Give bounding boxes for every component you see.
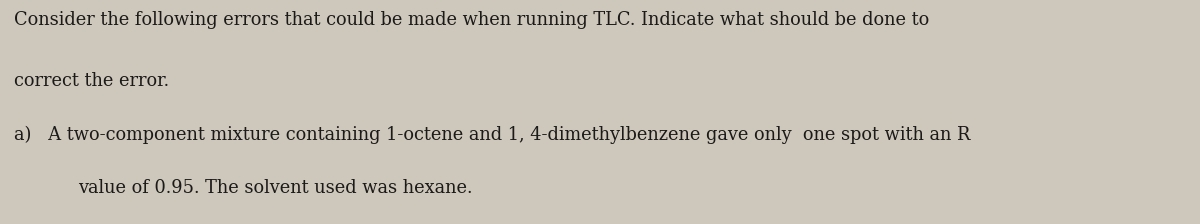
Text: Consider the following errors that could be made when running TLC. Indicate what: Consider the following errors that could… <box>14 11 930 29</box>
Text: correct the error.: correct the error. <box>14 72 169 90</box>
Text: value of 0.95. The solvent used was hexane.: value of 0.95. The solvent used was hexa… <box>78 179 473 197</box>
Text: a)   A two-component mixture containing 1-octene and 1, 4-dimethylbenzene gave o: a) A two-component mixture containing 1-… <box>14 125 971 144</box>
